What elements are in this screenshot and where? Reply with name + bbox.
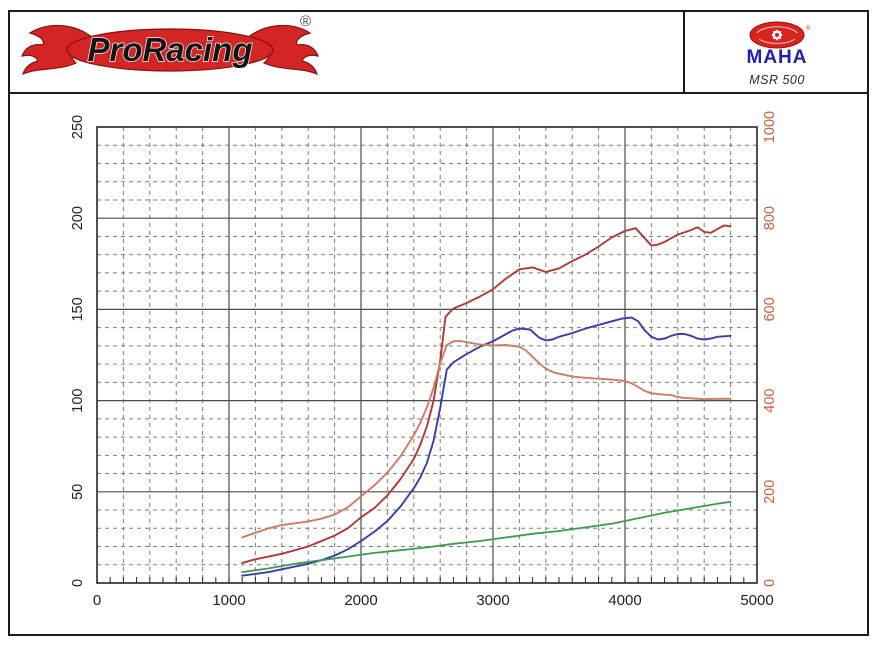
maha-registered-trademark: ®	[806, 25, 811, 32]
gear-icon	[771, 29, 783, 41]
brand-text: ProRacing	[87, 31, 252, 68]
y-left-tick-label: 250	[70, 115, 86, 139]
maha-arc-text-bottom	[758, 38, 796, 44]
header-vertical-divider	[683, 10, 685, 93]
series-blue-curve	[241, 316, 732, 577]
x-tick-label: 4000	[608, 592, 641, 609]
flame-band	[66, 28, 274, 72]
x-tick-label: 3000	[476, 592, 509, 609]
y-left-tick-label: 100	[70, 388, 86, 412]
maha-logo-graphic: ® MAHA	[747, 21, 811, 68]
maha-logo: ® MAHA MSR 500	[735, 21, 819, 87]
series-red-curve	[241, 224, 732, 564]
proracing-logo: ProRacing	[20, 13, 320, 85]
flame-icon	[21, 24, 319, 76]
x-tick-label: 0	[93, 592, 101, 609]
series-green-curve	[241, 500, 732, 573]
y-left-tick-label: 50	[70, 484, 86, 500]
y-right-tick-label: 800	[762, 206, 778, 230]
maha-brand-text: MAHA	[747, 47, 808, 67]
device-model-label: MSR 500	[749, 73, 805, 87]
header-separator-line	[8, 92, 869, 94]
y-left-tick-label: 150	[70, 297, 86, 321]
y-right-tick-label: 400	[762, 388, 778, 412]
x-tick-label: 2000	[344, 592, 377, 609]
proracing-logo-graphic: ProRacing	[21, 24, 319, 76]
x-tick-label: 5000	[740, 592, 773, 609]
y-right-tick-label: 0	[762, 579, 778, 587]
series-orange-curve	[241, 339, 732, 539]
maha-arc-text-top	[756, 26, 798, 34]
registered-trademark: ®	[300, 13, 312, 30]
y-left-tick-label: 200	[70, 206, 86, 230]
y-right-tick-label: 200	[762, 480, 778, 504]
y-left-tick-label: 0	[70, 579, 86, 587]
y-right-tick-label: 1000	[762, 111, 778, 143]
x-tick-label: 1000	[212, 592, 245, 609]
y-right-tick-label: 600	[762, 297, 778, 321]
